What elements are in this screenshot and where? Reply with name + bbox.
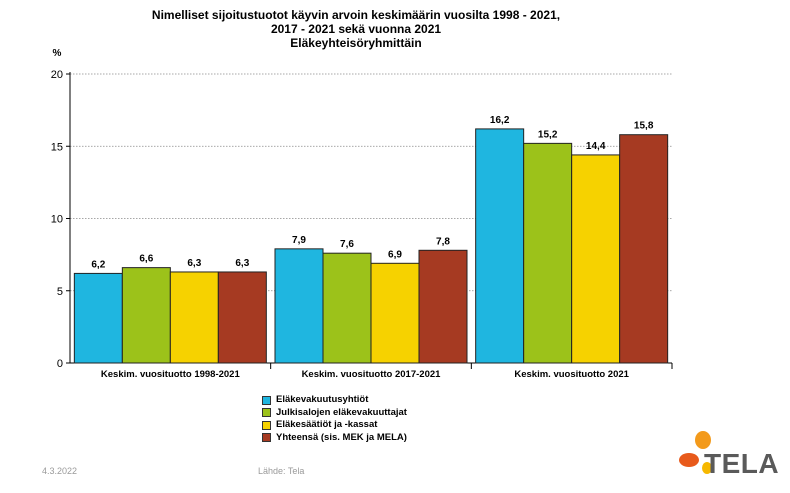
data-label: 15,8 bbox=[634, 121, 654, 132]
data-label: 14,4 bbox=[586, 141, 606, 152]
tela-logo: TELA bbox=[676, 428, 780, 480]
legend-label: Julkisalojen eläkevakuuttajat bbox=[276, 406, 407, 418]
legend-item: Eläkesäätiöt ja -kassat bbox=[262, 419, 407, 432]
footer-date: 4.3.2022 bbox=[42, 466, 78, 476]
legend-label: Yhteensä (sis. MEK ja MELA) bbox=[276, 431, 407, 443]
bar bbox=[73, 272, 123, 364]
chart-title: Nimelliset sijoitustuotot käyvin arvoin … bbox=[0, 8, 712, 50]
x-tick-label: Keskim. vuosituotto 2017-2021 bbox=[302, 369, 442, 380]
legend-label: Eläkevakuutusyhtiöt bbox=[276, 394, 369, 405]
bar bbox=[475, 128, 525, 364]
bar bbox=[121, 267, 171, 364]
bar bbox=[322, 252, 372, 364]
logo-petal-yellow bbox=[702, 462, 712, 474]
logo-text: TELA bbox=[704, 448, 780, 479]
bar bbox=[523, 142, 573, 364]
bar bbox=[169, 271, 219, 364]
y-tick-label: 0 bbox=[57, 358, 63, 370]
logo-petal-orange bbox=[695, 431, 711, 449]
legend-item: Eläkevakuutusyhtiöt bbox=[262, 394, 407, 407]
data-label: 7,9 bbox=[292, 235, 306, 246]
data-label: 6,9 bbox=[388, 249, 402, 260]
legend-swatch bbox=[262, 420, 271, 430]
legend-item: Yhteensä (sis. MEK ja MELA) bbox=[262, 432, 407, 445]
chart-title-line-3: Eläkeyhteisöryhmittäin bbox=[290, 36, 422, 50]
x-tick-label: Keskim. vuosituotto 1998-2021 bbox=[101, 369, 241, 380]
chart-title-line-1: Nimelliset sijoitustuotot käyvin arvoin … bbox=[151, 8, 561, 22]
data-label: 7,6 bbox=[340, 239, 354, 250]
y-tick-label: 20 bbox=[51, 69, 63, 81]
bar bbox=[217, 271, 267, 364]
bar bbox=[274, 248, 324, 364]
footer-source: Lähde: Tela bbox=[258, 466, 305, 476]
data-label: 6,3 bbox=[235, 258, 249, 269]
bar bbox=[370, 262, 420, 364]
tela-logo-mark bbox=[679, 431, 712, 474]
y-tick-label: 15 bbox=[51, 141, 63, 153]
bar bbox=[619, 134, 669, 364]
x-tick-label: Keskim. vuosituotto 2021 bbox=[514, 369, 629, 380]
legend-swatch bbox=[262, 395, 271, 405]
y-axis-label: % bbox=[53, 48, 62, 59]
y-tick-label: 10 bbox=[51, 214, 63, 226]
legend-swatch bbox=[262, 433, 271, 443]
y-tick-label: 5 bbox=[57, 286, 63, 298]
bar bbox=[418, 249, 468, 364]
legend: Eläkevakuutusyhtiöt Julkisalojen eläkeva… bbox=[262, 394, 407, 444]
data-label: 6,2 bbox=[91, 259, 105, 270]
data-label: 7,8 bbox=[436, 236, 450, 247]
chart-title-line-2: 2017 - 2021 sekä vuonna 2021 bbox=[270, 22, 442, 36]
legend-item: Julkisalojen eläkevakuuttajat bbox=[262, 407, 407, 420]
logo-petal-red bbox=[679, 453, 699, 467]
data-label: 15,2 bbox=[538, 129, 558, 140]
data-label: 6,3 bbox=[187, 258, 201, 269]
bar bbox=[571, 154, 621, 364]
data-label: 16,2 bbox=[490, 115, 510, 126]
data-label: 6,6 bbox=[139, 254, 153, 265]
legend-swatch bbox=[262, 408, 271, 418]
legend-label: Eläkesäätiöt ja -kassat bbox=[276, 419, 378, 430]
